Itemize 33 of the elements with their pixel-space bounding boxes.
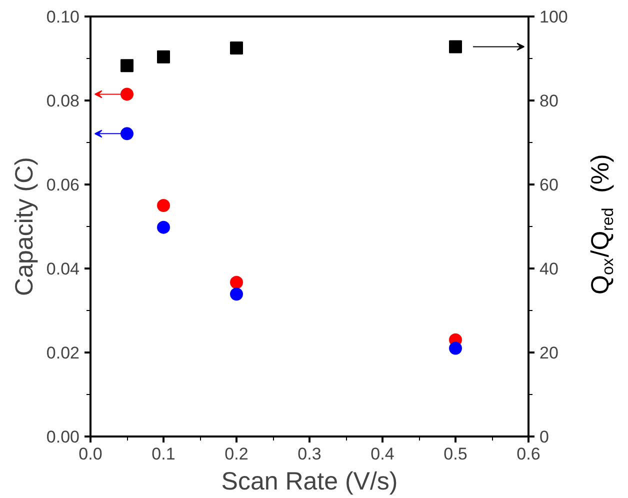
y2-tick-label: 40: [540, 260, 558, 278]
point: [120, 88, 134, 101]
y-tick-label: 0.10: [46, 8, 80, 26]
point: [157, 199, 170, 212]
point: [230, 288, 243, 301]
x-tick-label: 0.4: [370, 444, 394, 464]
y-axis-title: Capacity (C): [10, 157, 38, 296]
x-tick-label: 0.5: [444, 444, 468, 464]
point: [120, 127, 134, 140]
x-tick-label: 0.1: [152, 444, 176, 464]
x-tick-label: 0.6: [516, 444, 540, 464]
point: [120, 59, 134, 72]
point: [449, 40, 462, 54]
y2-tick-label: 20: [540, 344, 558, 362]
point: [449, 342, 462, 355]
x-tick-label: 0.3: [298, 444, 322, 464]
y-tick-label: 0.06: [46, 176, 80, 194]
y-tick-label: 0.04: [46, 260, 80, 278]
x-axis-title: Scan Rate (V/s): [221, 468, 398, 496]
y2-tick-label: 80: [540, 92, 558, 110]
y-tick-label: 0.08: [46, 92, 80, 110]
point: [157, 50, 170, 64]
y2-axis-title: Qox/Qred (%): [586, 154, 617, 294]
y-tick-label: 0.00: [46, 428, 80, 446]
point: [230, 42, 243, 54]
y2-tick-label: 0: [540, 428, 549, 446]
point: [230, 276, 243, 289]
point: [157, 220, 170, 234]
y2-tick-label: 60: [540, 176, 558, 194]
y-tick-label: 0.02: [46, 344, 80, 362]
x-tick-label: 0.0: [78, 444, 102, 464]
y2-tick-label: 100: [540, 8, 568, 26]
x-tick-label: 0.2: [224, 444, 248, 464]
